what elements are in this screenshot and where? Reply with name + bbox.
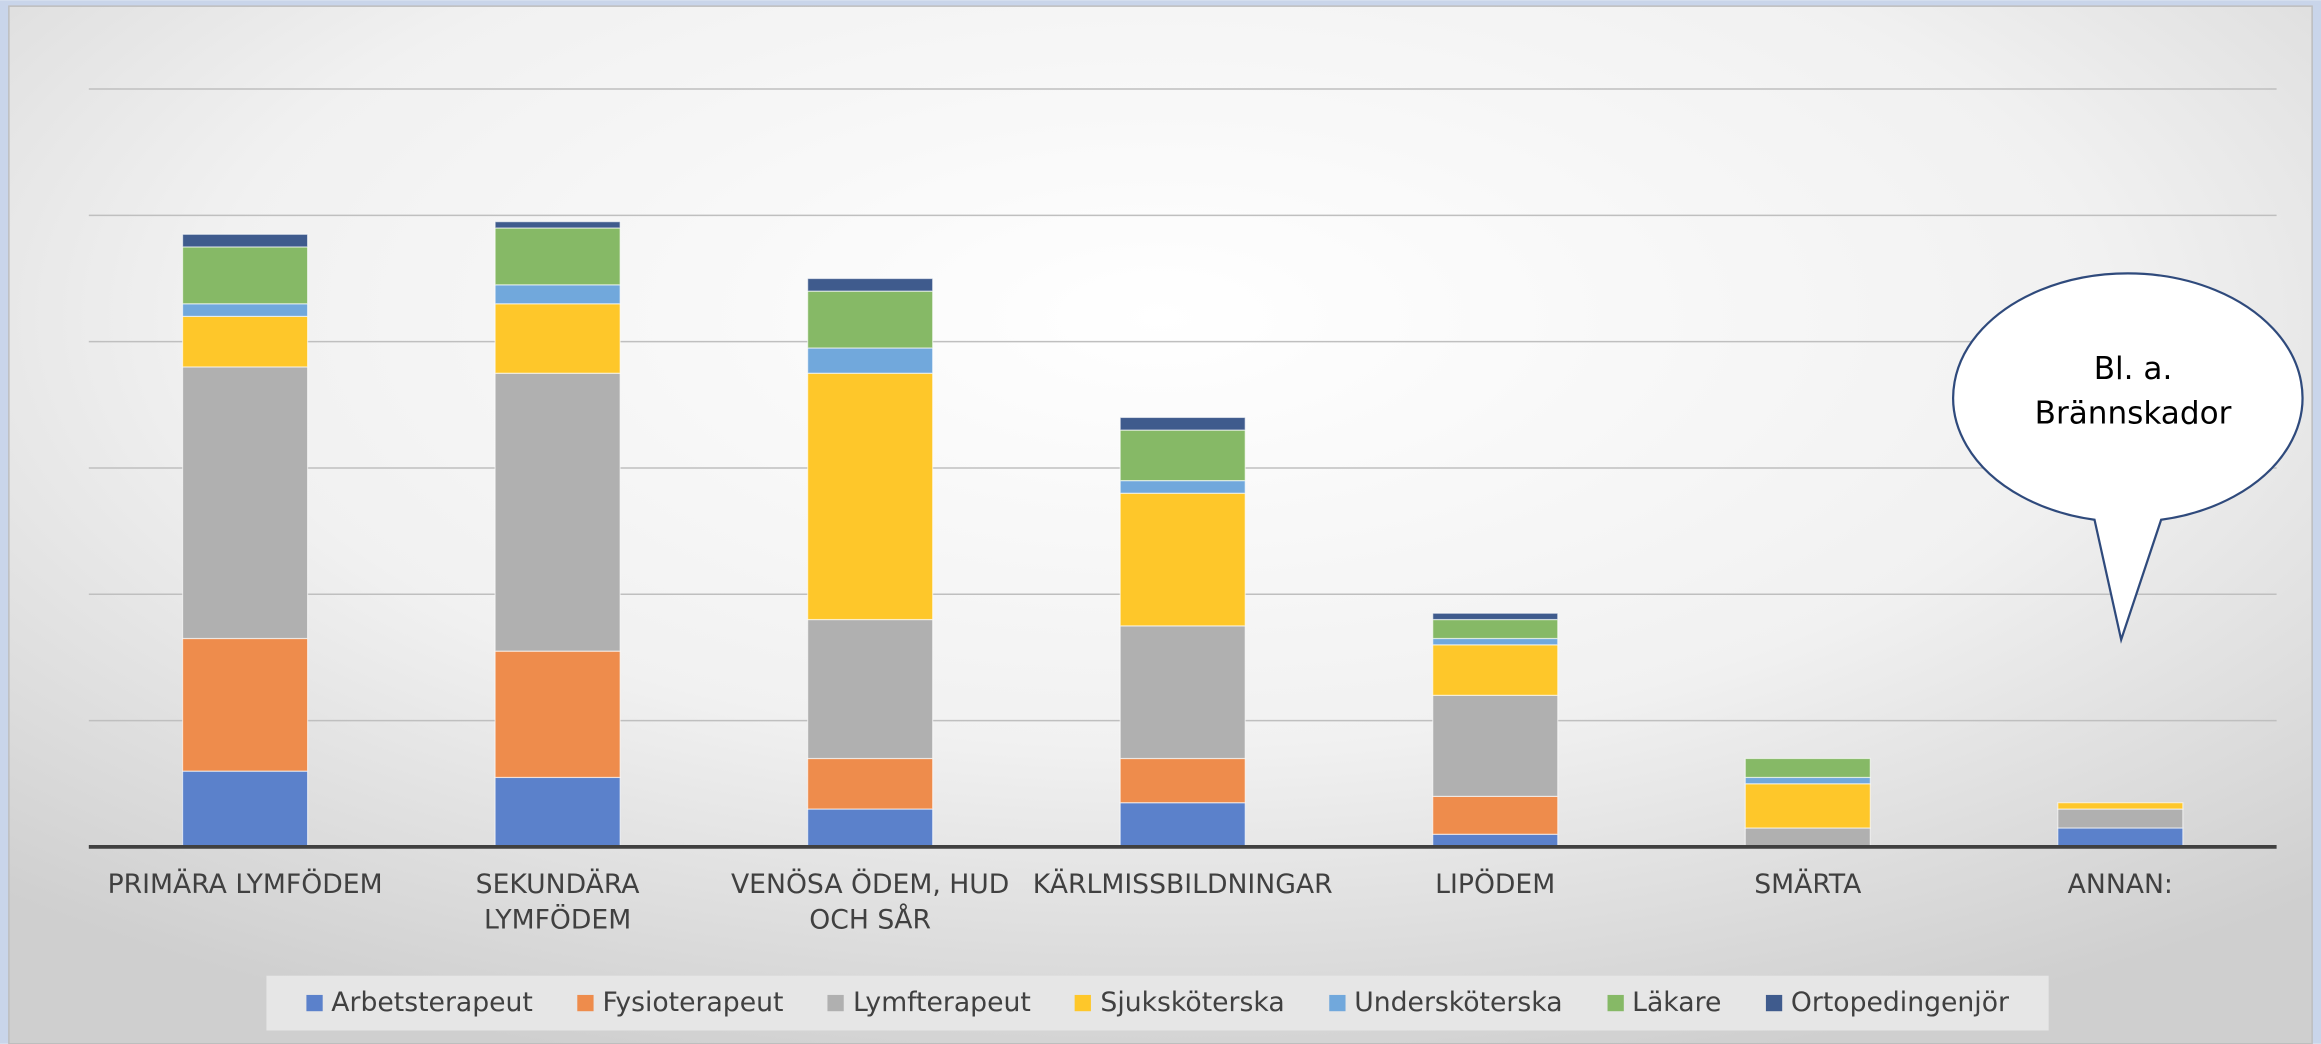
legend-swatch [1606,994,1624,1012]
bar-segment [1432,612,1559,621]
bar-segment [1432,618,1559,640]
legend-item: Lymfterapeut [827,987,1031,1019]
x-tick-label: VENÖSA ÖDEM, HUD OCH SÅR [730,869,1010,936]
x-tick-label-holder: ANNAN: [2067,869,2173,901]
x-tick-label: KÄRLMISSBILDNINGAR [1032,869,1333,901]
legend-label: Lymfterapeut [853,987,1031,1019]
x-tick-label: PRIMÄRA LYMFÖDEM [107,869,383,901]
bar-segment [2057,802,2184,810]
bar-segment [1432,644,1559,696]
bar-segment [807,372,934,621]
bar-segment [1119,802,1246,848]
bar-segment [807,290,934,349]
bar-segment [1432,795,1559,835]
bar-segment [807,347,934,374]
legend-swatch [577,994,594,1012]
legend-holder: Arbetsterapeut Fysioterapeut Lymfterapeut S… [266,976,2048,1031]
bar-segment [1744,757,1871,779]
legend-item: Arbetsterapeut [306,988,533,1019]
bar-segment [494,650,621,779]
bar-segment [494,303,621,374]
bar-segment [1744,776,1871,785]
legend-item: Sjuksköterska [1075,987,1285,1019]
bar-segment [1432,833,1559,848]
legend-label: Fysioterapeut [602,987,784,1019]
x-tick-label: LIPÖDEM [1435,869,1556,901]
x-tick-label: SEKUNDÄRA LYMFÖDEM [475,869,640,936]
x-tick-label-holder: SEKUNDÄRA LYMFÖDEM [475,869,640,936]
legend-item: Undersköterska [1329,987,1563,1019]
bar-segment [1432,637,1559,646]
x-tick-label-holder: LIPÖDEM [1435,869,1556,901]
legend-item: Ortopedingenjör [1765,987,2009,1019]
legend-swatch [1765,994,1783,1012]
bar-segment [494,284,621,305]
legend-swatch [1329,994,1346,1012]
bar-segment [494,221,621,229]
bar-segment [181,366,309,640]
bar-segment [807,808,934,848]
x-tick-label-holder: SMÄRTA [1754,869,1862,901]
bar-segment [1119,429,1246,482]
bar-segment [494,372,621,652]
x-tick-label-holder: VENÖSA ÖDEM, HUD OCH SÅR [730,869,1010,936]
bar-segment [181,233,309,248]
callout-text: Bl. a. [2094,351,2173,387]
bar-segment [181,303,309,317]
legend-label: Arbetsterapeut [331,987,533,1019]
legend-label: Läkare [1632,987,1722,1019]
bar-segment [1119,416,1246,431]
legend-label: Sjuksköterska [1100,987,1285,1019]
x-tick-label: ANNAN: [2067,869,2173,901]
callout-bubble [1952,272,2304,644]
bar-segment [181,637,309,772]
legend-box [266,975,2049,1031]
callout-text: Brännskador [2035,396,2232,432]
legend-swatch [306,994,323,1012]
bar-segment [181,246,309,305]
bar-segment [1744,827,1871,848]
legend-item: Läkare [1606,987,1722,1019]
bar-segment [1119,625,1246,760]
bar-segment [807,618,934,760]
bar-segment [494,227,621,286]
bar-segment [807,757,934,810]
legend-label: Ortopedingenjör [1790,987,2009,1019]
x-tick-label-holder: KÄRLMISSBILDNINGAR [1032,869,1333,901]
bar-segment [494,776,621,848]
legend-label: Undersköterska [1354,987,1563,1019]
bar-segment [181,770,309,848]
legend: Arbetsterapeut Fysioterapeut Lymfterapeut S… [266,976,2048,1031]
bar-segment [1119,492,1246,627]
bar-segment [1744,783,1871,829]
legend-item: Fysioterapeut [577,988,783,1019]
bar-segment [1432,694,1559,797]
bar-segment [2057,827,2184,848]
x-tick-label-holder: PRIMÄRA LYMFÖDEM [107,869,383,901]
bar-segment [2057,808,2184,829]
legend-swatch [827,994,845,1012]
x-tick-label: SMÄRTA [1754,869,1862,901]
bar-segment [1119,757,1246,804]
legend-swatch [1075,994,1092,1012]
bar-segment [1119,480,1246,494]
bar-segment [181,315,309,368]
bar-segment [807,277,934,292]
